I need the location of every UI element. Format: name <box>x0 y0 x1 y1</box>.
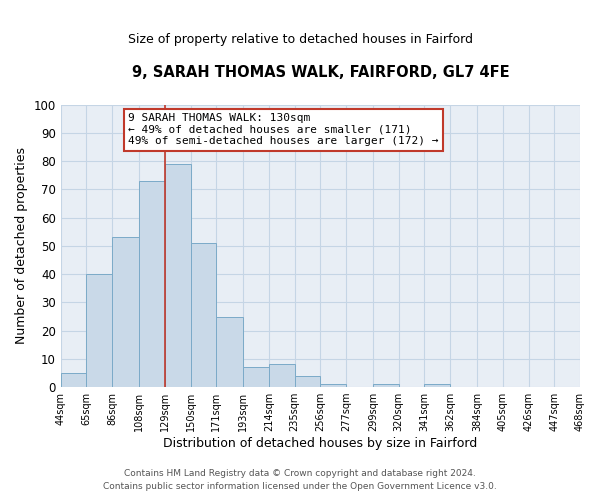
Bar <box>216 316 243 387</box>
Bar <box>191 243 216 387</box>
Text: Contains HM Land Registry data © Crown copyright and database right 2024.
Contai: Contains HM Land Registry data © Crown c… <box>103 470 497 491</box>
Bar <box>295 376 320 387</box>
Text: Size of property relative to detached houses in Fairford: Size of property relative to detached ho… <box>128 32 473 46</box>
Bar <box>112 238 139 387</box>
Bar <box>139 181 165 387</box>
Bar <box>165 164 191 387</box>
Title: 9, SARAH THOMAS WALK, FAIRFORD, GL7 4FE: 9, SARAH THOMAS WALK, FAIRFORD, GL7 4FE <box>131 65 509 80</box>
Y-axis label: Number of detached properties: Number of detached properties <box>15 148 28 344</box>
Bar <box>320 384 346 387</box>
Bar <box>424 384 450 387</box>
Bar <box>243 368 269 387</box>
Bar <box>86 274 112 387</box>
X-axis label: Distribution of detached houses by size in Fairford: Distribution of detached houses by size … <box>163 437 478 450</box>
Bar <box>269 364 295 387</box>
Bar <box>61 373 86 387</box>
Bar <box>373 384 399 387</box>
Text: 9 SARAH THOMAS WALK: 130sqm
← 49% of detached houses are smaller (171)
49% of se: 9 SARAH THOMAS WALK: 130sqm ← 49% of det… <box>128 113 439 146</box>
